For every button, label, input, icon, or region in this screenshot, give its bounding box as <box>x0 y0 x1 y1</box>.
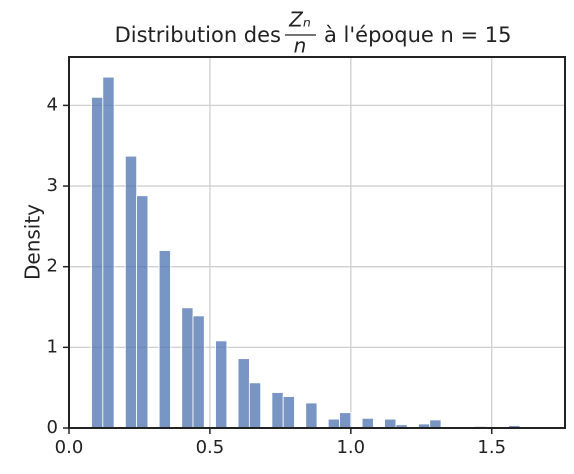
bar <box>91 96 104 429</box>
y-tick-label: 2 <box>47 256 58 277</box>
x-tick-label: 0.5 <box>196 437 225 458</box>
bar <box>237 358 250 429</box>
bar <box>429 419 442 429</box>
plot-frame <box>68 56 566 429</box>
bar <box>158 250 171 429</box>
bar <box>327 418 340 429</box>
title-suffix: à l'époque n = 15 <box>324 23 511 47</box>
title-numerator: Zₙ <box>288 8 311 32</box>
title-denominator: n <box>294 34 307 58</box>
bar <box>305 402 318 429</box>
bar <box>271 392 284 429</box>
bar <box>282 396 295 429</box>
bar <box>384 418 397 429</box>
bar <box>248 382 262 429</box>
y-axis-label: Density <box>21 204 45 280</box>
y-tick-label: 4 <box>47 94 58 115</box>
title-prefix: Distribution des <box>115 23 281 47</box>
x-tick-label: 1.5 <box>477 437 506 458</box>
bar <box>181 307 194 429</box>
x-tick-label: 1.0 <box>336 437 365 458</box>
bar <box>361 417 374 429</box>
x-tick-label: 0.0 <box>55 437 84 458</box>
bar <box>215 340 228 429</box>
y-tick-label: 1 <box>47 336 58 357</box>
y-tick-label: 0 <box>47 417 58 438</box>
bar <box>136 195 149 429</box>
bar <box>102 76 115 429</box>
bar <box>339 412 352 429</box>
y-tick-label: 3 <box>47 175 58 196</box>
bar <box>124 155 138 429</box>
bar <box>192 315 205 429</box>
